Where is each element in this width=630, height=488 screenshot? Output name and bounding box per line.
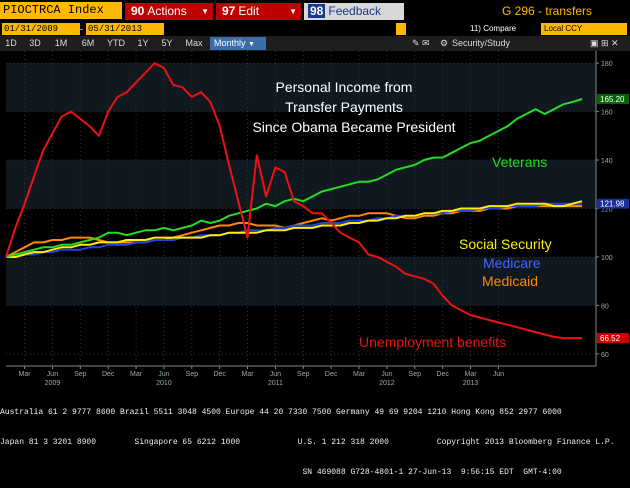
y-tick-label: 120	[601, 207, 613, 214]
chevron-down-icon: ▼	[201, 7, 209, 16]
period-6m-button[interactable]: 6M	[81, 38, 95, 48]
value-tag-label: 66.52	[600, 334, 621, 343]
plot-band	[6, 256, 596, 306]
x-tick-label: Jun	[493, 371, 504, 378]
y-tick-label: 180	[601, 61, 613, 68]
series-label-unemployment: Unemployment benefits	[359, 334, 506, 350]
actions-menu-button[interactable]: 90 Actions ▼	[125, 3, 213, 20]
period-1y-button[interactable]: 1Y	[137, 38, 149, 48]
y-tick-label: 80	[601, 303, 609, 310]
x-tick-year-label: 2011	[268, 380, 283, 387]
screen-name: G 296 - transfers	[502, 4, 593, 18]
y-axis: 60 80 100 120 140 160 180	[595, 51, 613, 366]
footer-line-3: SN 469088 G728-4801-1 27-Jun-13 9:56:15 …	[0, 468, 562, 477]
start-date-field[interactable]: 01/31/2009	[2, 23, 80, 35]
x-tick-year-label: 2010	[156, 380, 172, 387]
chart-title-line-3: Since Obama Became President	[252, 119, 455, 135]
security-study-button[interactable]: Security/Study	[452, 38, 511, 48]
chevron-down-icon: ▼	[289, 7, 297, 16]
edit-label: Edit	[238, 4, 260, 18]
y-tick-label: 60	[601, 352, 609, 359]
x-tick-label: Sep	[186, 371, 199, 378]
x-tick-label: Dec	[102, 371, 115, 378]
y-tick-label: 100	[601, 255, 613, 262]
value-tag-bg	[597, 93, 629, 104]
date-separator: -	[80, 24, 83, 34]
value-tags: 165.20 121.98 66.52	[597, 93, 629, 344]
value-tag-label: 121.98	[600, 200, 625, 209]
period-ytd-button[interactable]: YTD	[107, 38, 125, 48]
ticker-field[interactable]: PIOCTRCA Index	[0, 2, 122, 19]
series-label-veterans: Veterans	[492, 154, 547, 170]
settings-icon[interactable]: ⚙	[440, 38, 449, 48]
footer-contacts: Australia 61 2 9777 8600 Brazil 5511 304…	[0, 388, 630, 477]
currency-select[interactable]: Local CCY	[541, 23, 627, 35]
plot-band	[6, 63, 596, 112]
x-tick-label: Jun	[270, 371, 281, 378]
actions-label: Actions	[147, 4, 187, 18]
x-tick-label: Mar	[130, 371, 143, 378]
series-lines	[5, 62, 583, 340]
y-tick-label: 140	[601, 158, 613, 165]
period-1d-button[interactable]: 1D	[5, 38, 17, 48]
x-tick-label: Mar	[242, 371, 255, 378]
feedback-shortcut: 98	[308, 4, 326, 18]
end-date-field[interactable]: 05/31/2013	[86, 23, 164, 35]
chart-title-line-1: Personal Income from	[276, 79, 413, 95]
toolbar-icons[interactable]: ✎ ✉	[412, 38, 430, 48]
period-3d-button[interactable]: 3D	[29, 38, 41, 48]
gridlines	[6, 51, 596, 366]
compare-button[interactable]: 11) Compare	[470, 24, 517, 33]
series-label-medicare: Medicare	[483, 255, 541, 271]
date-range-bar: 01/31/2009 - 05/31/2013 11) Compare Loca…	[0, 22, 630, 36]
chevron-down-icon: ▼	[248, 41, 255, 48]
footer-line-2: Japan 81 3 3201 8900 Singapore 65 6212 1…	[0, 438, 615, 447]
series-line-social-security	[6, 200, 583, 258]
x-tick-label: Mar	[19, 371, 32, 378]
value-tag-bg	[597, 198, 629, 209]
period-1m-button[interactable]: 1M	[54, 38, 68, 48]
series-line-unemployment-benefits	[5, 62, 582, 340]
period-toolbar: 1D 3D 1M 6M YTD 1Y 5Y Max Monthly ▼ ✎ ✉ …	[0, 36, 630, 51]
value-tag-bg	[597, 333, 629, 344]
frequency-label: Monthly	[214, 38, 246, 48]
x-tick-year-label: 2012	[379, 380, 395, 387]
x-tick-label: Sep	[74, 371, 87, 378]
x-tick-label: Dec	[213, 371, 226, 378]
window-controls[interactable]: ▣ ⊞ ✕	[590, 38, 619, 48]
edit-menu-button[interactable]: 97 Edit ▼	[216, 3, 301, 20]
top-toolbar: PIOCTRCA Index 90 Actions ▼ 97 Edit ▼ 98 Fe…	[0, 0, 630, 22]
x-tick-label: Jun	[158, 371, 169, 378]
footer-line-1: Australia 61 2 9777 8600 Brazil 5511 304…	[0, 408, 562, 417]
x-tick-label: Mar	[464, 371, 477, 378]
plot-bands	[6, 63, 596, 306]
period-max-button[interactable]: Max	[185, 38, 203, 48]
x-tick-year-label: 2009	[45, 380, 61, 387]
x-tick-label: Mar	[353, 371, 366, 378]
edit-shortcut: 97	[222, 4, 236, 18]
x-tick-label: Jun	[381, 371, 392, 378]
x-tick-label: Dec	[436, 371, 449, 378]
value-tag-label: 165.20	[600, 95, 625, 104]
feedback-button[interactable]: 98 Feedback	[304, 3, 404, 20]
date-picker-icon[interactable]	[396, 23, 406, 35]
x-axis: Mar Jun 2009 Sep Dec Mar Jun 2010 Sep Dec Mar Jun 20…	[6, 365, 596, 387]
series-label-medicaid: Medicaid	[482, 273, 538, 289]
series-label-social-security: Social Security	[459, 236, 552, 252]
x-tick-year-label: 2013	[463, 380, 479, 387]
series-line-medicare	[6, 202, 582, 258]
x-tick-label: Sep	[297, 371, 310, 378]
chart-title-line-2: Transfer Payments	[285, 99, 403, 115]
x-tick-label: Sep	[409, 371, 422, 378]
feedback-label: Feedback	[328, 4, 382, 18]
period-5y-button[interactable]: 5Y	[161, 38, 173, 48]
actions-shortcut: 90	[131, 4, 145, 18]
x-tick-label: Jun	[47, 371, 58, 378]
line-chart: 60 80 100 120 140 160 180 Mar Jun 2009 Sep Dec Mar J…	[0, 51, 630, 388]
x-tick-label: Dec	[325, 371, 338, 378]
y-tick-label: 160	[601, 110, 613, 117]
frequency-select[interactable]: Monthly ▼	[210, 37, 266, 50]
